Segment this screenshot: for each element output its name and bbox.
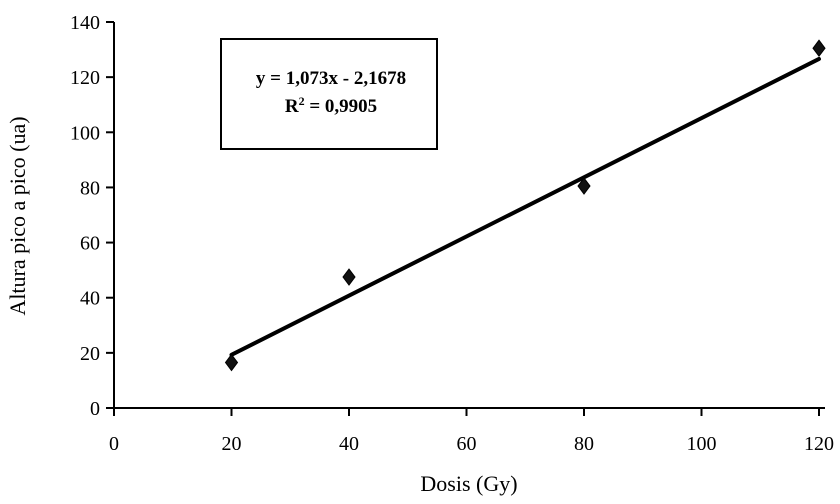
x-tick-label: 100 [687, 433, 717, 455]
x-tick-label: 0 [109, 433, 119, 455]
y-tick-label: 20 [80, 343, 100, 365]
y-tick-label: 0 [90, 398, 100, 420]
axis-ticks: 0 20 40 60 80 100 120 140 0 20 40 60 80 100 120 [70, 12, 834, 455]
y-tick-label: 100 [70, 122, 100, 144]
y-tick-label: 40 [80, 288, 100, 310]
x-tick-label: 40 [339, 433, 359, 455]
equation-text: y = 1,073x - 2,1678 [256, 68, 406, 89]
y-tick-label: 60 [80, 233, 100, 255]
r2-prefix: R [285, 96, 299, 117]
y-tick-label: 80 [80, 177, 100, 199]
r2-superscript: 2 [299, 94, 305, 108]
trendline [229, 56, 821, 357]
r2-text: R2 = 0,9905 [285, 94, 377, 117]
data-point [224, 353, 239, 372]
data-point [577, 177, 591, 195]
y-tick-label: 140 [70, 12, 100, 34]
x-tick-label: 60 [457, 433, 477, 455]
data-points [224, 39, 826, 372]
data-point [812, 39, 826, 58]
x-tick-label: 20 [222, 433, 242, 455]
y-axis-title: Altura pico a pico (ua) [5, 116, 30, 315]
x-axis-title: Dosis (Gy) [420, 471, 517, 496]
equation-box: y = 1,073x - 2,1678 R2 = 0,9905 [220, 38, 438, 150]
y-tick-label: 120 [70, 67, 100, 89]
trendline-layer [229, 56, 821, 357]
axes [106, 22, 825, 409]
equation-box-frame [220, 38, 438, 150]
r2-value: = 0,9905 [305, 96, 378, 117]
x-tick-label: 120 [804, 433, 834, 455]
x-tick-label: 80 [574, 433, 594, 455]
data-point [342, 268, 356, 286]
